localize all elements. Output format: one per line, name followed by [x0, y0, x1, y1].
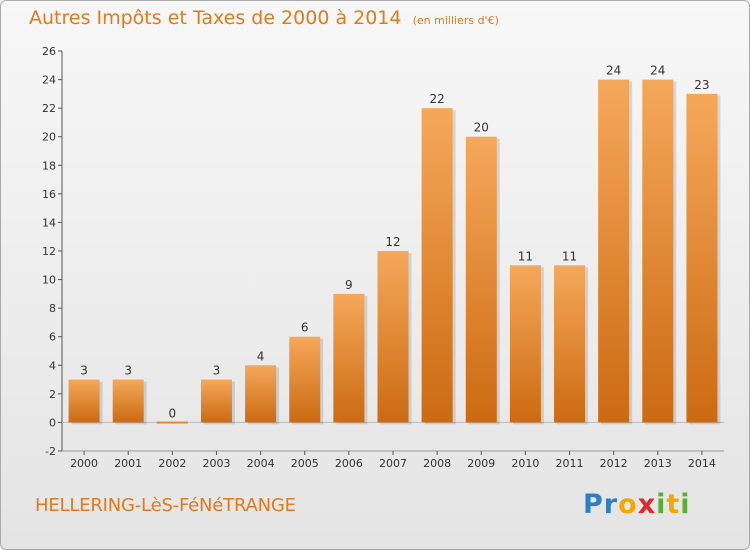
x-tick-label: 2006 — [335, 457, 363, 470]
y-tick-label: 24 — [42, 74, 56, 87]
bar-2008 — [421, 108, 453, 423]
x-tick-label: 2010 — [511, 457, 539, 470]
data-label: 3 — [124, 364, 132, 378]
x-tick-label: 2011 — [556, 457, 584, 470]
x-tick-label: 2000 — [70, 457, 98, 470]
title-block: Autres Impôts et Taxes de 2000 à 2014 (e… — [29, 7, 499, 29]
data-label: 6 — [301, 321, 309, 335]
bar-2003 — [200, 379, 232, 423]
chart-title: Autres Impôts et Taxes de 2000 à 2014 — [29, 7, 402, 29]
data-label: 23 — [694, 78, 709, 92]
x-tick-label: 2002 — [158, 457, 186, 470]
data-label: 11 — [562, 249, 577, 263]
bar-2006 — [333, 293, 365, 423]
y-tick-label: 16 — [42, 188, 56, 201]
data-label: 11 — [518, 249, 533, 263]
data-label: 9 — [345, 278, 353, 292]
bar-2012 — [598, 79, 630, 423]
bar-2014 — [686, 93, 718, 423]
y-tick-label: 0 — [49, 416, 56, 429]
y-tick-label: -2 — [45, 445, 56, 458]
city-name: HELLERING-LèS-FéNéTRANGE — [35, 495, 296, 516]
data-label: 0 — [169, 406, 177, 420]
data-label: 22 — [429, 92, 444, 106]
bar-2007 — [377, 251, 409, 423]
bar-2005 — [289, 336, 321, 423]
data-label: 3 — [80, 364, 88, 378]
data-label: 24 — [606, 64, 621, 78]
x-tick-label: 2009 — [467, 457, 495, 470]
x-tick-label: 2012 — [600, 457, 628, 470]
data-label: 3 — [213, 364, 221, 378]
bar-2000 — [68, 379, 100, 423]
bar-2010 — [509, 265, 541, 423]
y-tick-label: 8 — [49, 302, 56, 315]
bar-2004 — [245, 365, 277, 423]
y-tick-label: 26 — [42, 45, 56, 58]
x-tick-label: 2004 — [247, 457, 275, 470]
x-tick-label: 2014 — [688, 457, 716, 470]
x-tick-label: 2003 — [202, 457, 230, 470]
y-tick-label: 12 — [42, 245, 56, 258]
data-label: 4 — [257, 349, 265, 363]
data-label: 24 — [650, 64, 665, 78]
bar-2009 — [465, 136, 497, 423]
bar-2011 — [554, 265, 586, 423]
x-tick-label: 2005 — [291, 457, 319, 470]
y-tick-label: 2 — [49, 388, 56, 401]
y-tick-label: 22 — [42, 102, 56, 115]
proxiti-logo[interactable]: Proxiti — [583, 489, 691, 520]
y-tick-label: 14 — [42, 216, 56, 229]
y-tick-label: 4 — [49, 359, 56, 372]
data-label: 20 — [474, 121, 489, 135]
y-tick-label: 10 — [42, 274, 56, 287]
bar-2013 — [642, 79, 674, 423]
y-tick-label: 18 — [42, 159, 56, 172]
chart-subtitle: (en milliers d'€) — [412, 14, 499, 27]
x-tick-label: 2007 — [379, 457, 407, 470]
x-tick-label: 2001 — [114, 457, 142, 470]
data-label: 12 — [385, 235, 400, 249]
bar-2002 — [156, 421, 188, 424]
y-tick-label: 6 — [49, 331, 56, 344]
y-tick-label: 20 — [42, 131, 56, 144]
x-tick-label: 2008 — [423, 457, 451, 470]
x-tick-label: 2013 — [644, 457, 672, 470]
bar-2001 — [112, 379, 144, 423]
